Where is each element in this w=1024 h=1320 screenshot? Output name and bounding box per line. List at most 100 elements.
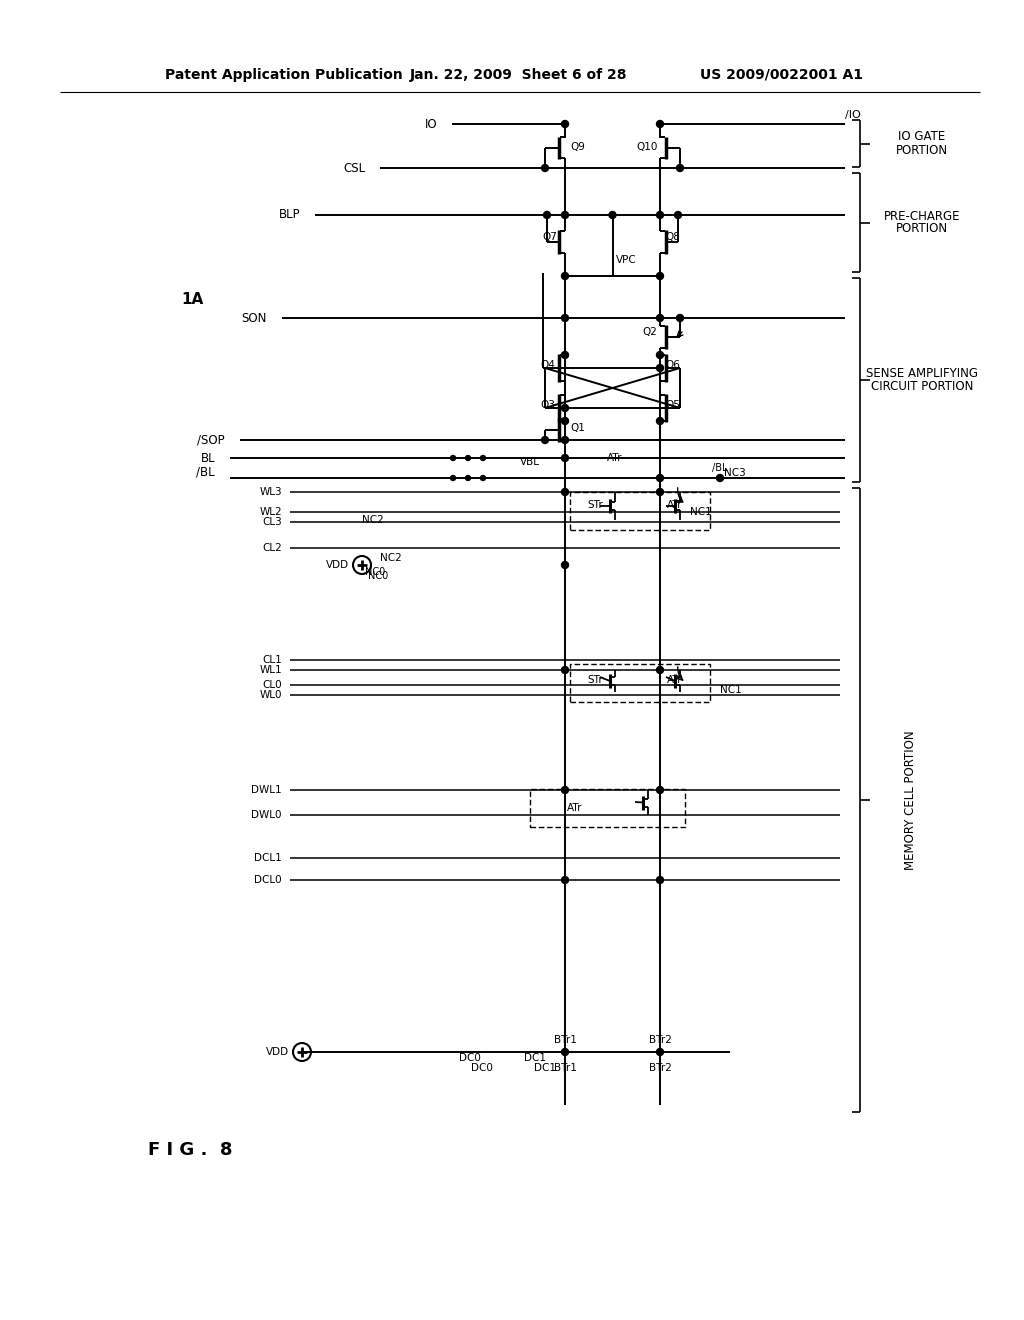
Text: Q4: Q4 — [540, 360, 555, 370]
Text: IO: IO — [425, 117, 438, 131]
Text: DCL0: DCL0 — [254, 875, 282, 884]
Circle shape — [451, 455, 456, 461]
Circle shape — [656, 488, 664, 495]
Text: /BL: /BL — [197, 466, 215, 479]
Text: Q3: Q3 — [540, 400, 555, 411]
Circle shape — [561, 314, 568, 322]
Circle shape — [561, 211, 568, 219]
Circle shape — [561, 488, 568, 495]
Text: Q7: Q7 — [542, 232, 557, 242]
Text: Patent Application Publication: Patent Application Publication — [165, 69, 402, 82]
Circle shape — [561, 787, 568, 793]
Text: NC3: NC3 — [724, 469, 745, 478]
Circle shape — [542, 437, 549, 444]
Text: DC0: DC0 — [459, 1053, 481, 1063]
Text: DC0: DC0 — [471, 1063, 493, 1073]
Circle shape — [561, 561, 568, 569]
Circle shape — [544, 211, 551, 219]
Circle shape — [561, 272, 568, 280]
Circle shape — [561, 667, 568, 673]
Circle shape — [656, 314, 664, 322]
Text: WL0: WL0 — [259, 690, 282, 700]
Text: NC1: NC1 — [720, 685, 741, 696]
Text: ATr: ATr — [607, 453, 623, 463]
Text: DCL1: DCL1 — [254, 853, 282, 863]
Circle shape — [656, 1048, 664, 1056]
Circle shape — [561, 417, 568, 425]
Text: ATr: ATr — [567, 803, 583, 813]
Text: STr: STr — [587, 675, 603, 685]
Text: Jan. 22, 2009  Sheet 6 of 28: Jan. 22, 2009 Sheet 6 of 28 — [410, 69, 628, 82]
Text: Q8: Q8 — [665, 232, 680, 242]
Text: NC0: NC0 — [365, 568, 385, 577]
Text: NC2: NC2 — [380, 553, 401, 564]
Text: BTr2: BTr2 — [648, 1063, 672, 1073]
Text: Q1: Q1 — [570, 422, 585, 433]
Circle shape — [656, 787, 664, 793]
Text: PRE-CHARGE: PRE-CHARGE — [884, 210, 961, 223]
Text: ATr: ATr — [668, 500, 683, 510]
Text: VDD: VDD — [266, 1047, 289, 1057]
Circle shape — [656, 351, 664, 359]
Circle shape — [656, 474, 664, 482]
Circle shape — [451, 475, 456, 480]
Circle shape — [675, 211, 682, 219]
Text: IO GATE: IO GATE — [898, 131, 945, 144]
Text: Q9: Q9 — [570, 143, 585, 152]
Text: NC1: NC1 — [690, 507, 712, 517]
Text: CIRCUIT PORTION: CIRCUIT PORTION — [870, 380, 973, 393]
Circle shape — [656, 876, 664, 883]
Text: VBL: VBL — [520, 457, 540, 467]
Text: CL0: CL0 — [262, 680, 282, 690]
Circle shape — [656, 272, 664, 280]
Text: NC2: NC2 — [362, 515, 384, 525]
Text: PORTION: PORTION — [896, 223, 948, 235]
Text: VPC: VPC — [615, 255, 636, 265]
Circle shape — [561, 120, 568, 128]
Text: DWL1: DWL1 — [251, 785, 282, 795]
Text: Q5: Q5 — [665, 400, 680, 411]
Text: Q2: Q2 — [642, 327, 657, 337]
Circle shape — [561, 1048, 568, 1056]
Text: F I G .  8: F I G . 8 — [148, 1140, 232, 1159]
Text: WL1: WL1 — [259, 665, 282, 675]
Text: SENSE AMPLIFYING: SENSE AMPLIFYING — [866, 367, 978, 380]
Text: VDD: VDD — [326, 560, 349, 570]
Text: WL2: WL2 — [259, 507, 282, 517]
Circle shape — [466, 475, 470, 480]
Text: CL2: CL2 — [262, 543, 282, 553]
Text: CSL: CSL — [343, 161, 365, 174]
Text: NC0: NC0 — [368, 572, 388, 581]
Circle shape — [677, 314, 683, 322]
Text: DC1: DC1 — [534, 1063, 556, 1073]
Circle shape — [480, 475, 485, 480]
Circle shape — [542, 165, 549, 172]
Text: Q6: Q6 — [665, 360, 680, 370]
Circle shape — [656, 667, 664, 673]
Circle shape — [677, 165, 683, 172]
Circle shape — [561, 454, 568, 462]
Circle shape — [561, 876, 568, 883]
Text: STr: STr — [587, 500, 603, 510]
Text: BTr1: BTr1 — [554, 1035, 577, 1045]
Text: BTr1: BTr1 — [554, 1063, 577, 1073]
Text: DWL0: DWL0 — [252, 810, 282, 820]
Text: US 2009/0022001 A1: US 2009/0022001 A1 — [700, 69, 863, 82]
Text: /SOP: /SOP — [198, 433, 225, 446]
Circle shape — [717, 474, 724, 482]
Text: SON: SON — [242, 312, 267, 325]
Text: Q10: Q10 — [637, 143, 658, 152]
Circle shape — [656, 120, 664, 128]
Text: CL1: CL1 — [262, 655, 282, 665]
Circle shape — [480, 455, 485, 461]
Circle shape — [561, 437, 568, 444]
Circle shape — [609, 211, 616, 219]
Text: BLP: BLP — [279, 209, 300, 222]
Text: /IO: /IO — [845, 110, 861, 120]
Text: BL: BL — [201, 451, 215, 465]
Circle shape — [561, 404, 568, 412]
Text: PORTION: PORTION — [896, 144, 948, 157]
Text: ATr: ATr — [668, 675, 683, 685]
Text: WL3: WL3 — [259, 487, 282, 498]
Circle shape — [656, 417, 664, 425]
